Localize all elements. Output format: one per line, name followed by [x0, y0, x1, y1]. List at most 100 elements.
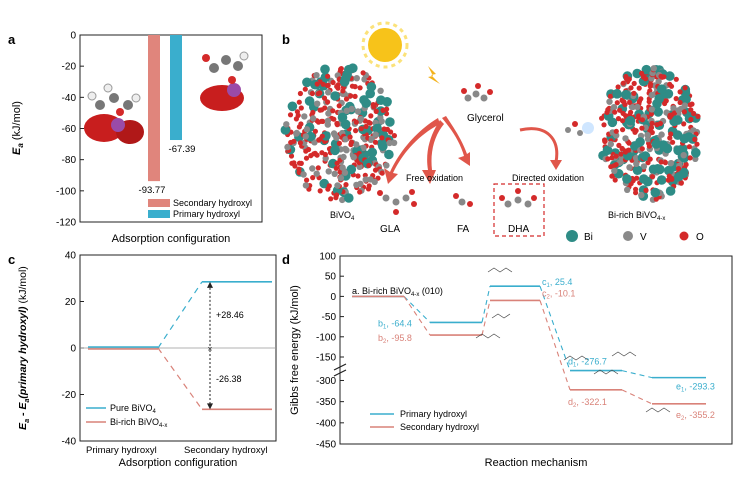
cluster-atom [630, 141, 640, 151]
cluster-atom [302, 182, 310, 189]
cluster-atom [678, 180, 684, 186]
cluster-atom [619, 146, 625, 152]
element-legend: Bi V O [566, 230, 704, 243]
cluster-atom [338, 66, 344, 72]
cluster-atom [366, 162, 372, 169]
cluster-atom [294, 109, 300, 115]
cluster-atom [648, 91, 655, 99]
dha-molecule-icon [499, 188, 537, 208]
cluster-atom [340, 74, 351, 84]
d-point-label: e2, -355.2 [676, 410, 715, 422]
cluster-atom [643, 76, 649, 82]
bar-value-label: -93.77 [139, 185, 166, 196]
cluster-atom [631, 80, 637, 87]
cluster-atom [298, 105, 304, 111]
cluster-atom [318, 118, 325, 124]
cluster-atom [612, 177, 618, 183]
cluster-atom [618, 151, 624, 157]
cluster-atom [654, 94, 664, 104]
cluster-atom [357, 85, 363, 91]
panel-c: c 40 20 0 -20 -40 × Primary hydroxyl Seconda… [8, 251, 277, 469]
dha-label: DHA [508, 224, 529, 235]
cluster-atom [648, 111, 655, 117]
cluster-atom [628, 85, 634, 91]
cluster-atom [605, 156, 611, 162]
bar-secondary [148, 35, 160, 182]
cluster-atom [607, 140, 614, 148]
cluster-atom [628, 103, 636, 111]
panel-b: b Glycerol Free oxidation Directed o [280, 21, 704, 243]
cluster-atom [348, 93, 354, 99]
cluster-atom [296, 166, 302, 172]
glycerol-icon [461, 83, 493, 102]
cluster-atom [376, 95, 386, 105]
legend-secondary: Secondary hydroxyl [173, 198, 252, 208]
cluster-atom [353, 119, 359, 125]
cluster-atom [665, 186, 676, 196]
cluster-atom [297, 90, 303, 97]
cluster-atom [353, 181, 360, 189]
cluster-atom [320, 64, 330, 75]
a-ytick-label: -80 [62, 155, 77, 166]
cluster-atom [320, 81, 326, 87]
bivo4-label: BiVO4 [330, 210, 355, 222]
cluster-atom [304, 177, 310, 183]
cluster-atom [668, 83, 675, 89]
cluster-atom [667, 135, 673, 141]
cluster-atom [371, 178, 378, 186]
molecule-secondary-icon [84, 83, 144, 144]
cluster-atom [639, 117, 646, 123]
d-ytick-label: -50 [322, 312, 337, 323]
adsorbed-glycerol-icon [565, 121, 594, 136]
cluster-atom [622, 149, 629, 155]
cluster-atom [620, 127, 626, 133]
cluster-atom [379, 135, 385, 141]
panel-a-y-ticks: 0 -20 -40 -60 -80 -100 -120 [56, 31, 84, 229]
cluster-atom [304, 96, 315, 106]
cluster-atom [280, 125, 291, 135]
cluster-atom [341, 169, 349, 176]
cluster-atom [311, 139, 318, 146]
panel-a-label: a [8, 32, 16, 47]
cluster-atom [665, 177, 671, 183]
cluster-atom [631, 90, 637, 96]
cluster-atom [379, 170, 385, 176]
cluster-atom [315, 91, 321, 97]
intermediate-structure-icons [475, 267, 671, 413]
cluster-atom [636, 85, 642, 91]
cluster-atom [681, 121, 687, 127]
cluster-atom [649, 120, 655, 126]
cluster-atom [287, 112, 294, 118]
cluster-atom [656, 175, 667, 185]
cluster-atom [355, 173, 361, 179]
cluster-atom [322, 151, 328, 158]
panel-a-x-label: Adsorption configuration [112, 233, 231, 245]
panel-a-legend: Secondary hydroxyl Primary hydroxyl [148, 198, 252, 219]
cluster-atom [325, 73, 331, 79]
cluster-atom [312, 128, 318, 134]
gla-molecule-icon [377, 189, 417, 215]
cluster-atom [692, 136, 698, 142]
cluster-atom [344, 193, 354, 203]
c-ytick-label: -40 [62, 437, 77, 448]
bi-rich-cluster-icon [598, 64, 701, 203]
cluster-atom [688, 107, 694, 113]
panel-d-x-label: Reaction mechanism [485, 457, 588, 469]
panel-d-label: d [282, 252, 290, 267]
cluster-atom [357, 115, 365, 123]
cluster-atom [621, 99, 627, 105]
d-connector [403, 296, 431, 336]
d-point-label: d1, -276.7 [568, 357, 607, 369]
cluster-atom [627, 99, 633, 105]
cluster-atom [325, 89, 332, 96]
legend-d-primary: Primary hydroxyl [400, 409, 467, 419]
panel-c-label: c [8, 252, 15, 267]
cluster-atom [641, 64, 652, 75]
cluster-atom [655, 78, 662, 85]
cluster-atom [658, 159, 664, 165]
bi-atom-icon [566, 230, 578, 242]
cluster-atom [353, 75, 360, 82]
cluster-atom [309, 90, 315, 97]
fa-label: FA [457, 224, 470, 235]
